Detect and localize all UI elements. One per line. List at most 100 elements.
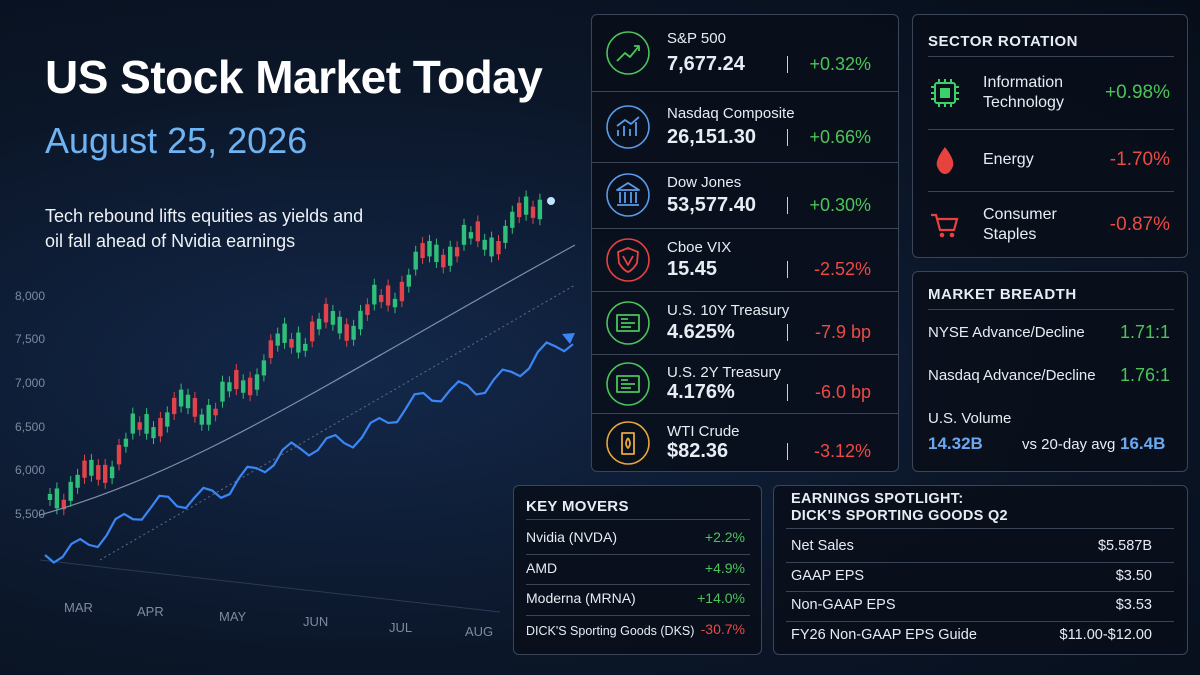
row-divider — [592, 91, 898, 92]
candle-body — [523, 196, 529, 215]
movers-panel: KEY MOVERS Nvidia (NVDA) +2.2% AMD +4.9% Mode… — [513, 485, 762, 655]
earnings-value: $5.587B — [1097, 538, 1152, 554]
earnings-label: Non-GAAP EPS — [791, 597, 896, 613]
candle-body — [434, 244, 439, 263]
candle-body — [496, 241, 501, 255]
trend-arrow — [562, 333, 575, 344]
candle-body — [385, 285, 391, 306]
index-change: -3.12% — [813, 440, 871, 461]
earnings-label: Net Sales — [791, 538, 854, 554]
sector-icon — [936, 147, 954, 174]
icon-glyph — [616, 45, 640, 62]
candle-body — [289, 338, 294, 348]
candle-body — [130, 413, 135, 434]
candle-body — [503, 225, 508, 243]
x-axis-label: AUG — [465, 624, 494, 639]
y-axis-label: 5,500 — [15, 507, 46, 521]
candle-body — [510, 211, 515, 228]
y-axis-label: 6,000 — [15, 463, 46, 477]
mover-name: DICK'S Sporting Goods (DKS) — [526, 623, 695, 638]
icon-glyph — [616, 182, 640, 206]
volume-average: 16.4B — [1120, 434, 1166, 453]
index-icon — [606, 31, 650, 75]
title-divider — [526, 519, 750, 520]
row-divider — [592, 228, 898, 229]
volume-value: 14.32B — [928, 434, 983, 453]
candle-body — [254, 374, 260, 390]
candle-body — [351, 325, 356, 340]
candle-body — [89, 459, 94, 476]
earnings-label: FY26 Non-GAAP EPS Guide — [791, 626, 977, 643]
divider-bar — [787, 442, 788, 460]
average-curve — [39, 244, 576, 516]
candle-body — [151, 427, 156, 439]
candle-body — [282, 323, 287, 343]
volume-compare: vs 20-day avg — [1022, 436, 1116, 453]
index-name: U.S. 2Y Treasury — [667, 363, 781, 381]
candle-body — [234, 369, 239, 390]
index-value: 26,151.30 — [667, 125, 756, 148]
candle-body — [413, 251, 418, 270]
row-divider — [526, 553, 750, 555]
mover-name: AMD — [526, 559, 558, 576]
breadth-panel: MARKET BREADTH NYSE Advance/Decline 1.71:1… — [912, 271, 1188, 472]
index-value: $82.36 — [667, 439, 729, 462]
candle-body — [185, 394, 191, 409]
candle-body — [482, 239, 487, 250]
candle-body — [316, 318, 322, 330]
candle-body — [82, 460, 87, 478]
y-axis-label: 6,500 — [15, 420, 46, 434]
x-axis-label: JUL — [389, 620, 413, 635]
sector-name: Information — [983, 74, 1064, 91]
candle-body — [165, 412, 170, 427]
icon-glyph — [616, 374, 640, 393]
earnings-value: $3.50 — [1115, 567, 1152, 584]
candle-body — [68, 481, 73, 501]
index-icon — [606, 300, 650, 345]
panel-title: MARKET BREADTH — [928, 286, 1077, 303]
earnings-value: $11.00-$12.00 — [1059, 626, 1152, 643]
candle-body — [530, 206, 536, 218]
volume-label: U.S. Volume — [928, 410, 1012, 427]
x-axis-label: JUN — [303, 614, 329, 629]
row-divider — [592, 354, 898, 355]
panel-title: DICK'S SPORTING GOODS Q2 — [791, 508, 1008, 524]
icon-ring — [606, 31, 650, 75]
sector-change: +0.98% — [1105, 82, 1170, 103]
earnings-panel: EARNINGS SPOTLIGHT: DICK'S SPORTING GOODS… — [773, 485, 1188, 655]
candle-body — [123, 438, 129, 447]
icon-glyph — [616, 313, 640, 332]
candle-body — [372, 284, 377, 305]
candle-body — [213, 408, 218, 416]
candle-body — [275, 333, 280, 346]
breadth-value: 1.71:1 — [1119, 322, 1170, 342]
y-axis-label: 8,000 — [15, 289, 46, 303]
icon-ring — [606, 361, 650, 406]
divider-bar — [787, 128, 788, 146]
row-divider — [786, 561, 1174, 563]
y-axis-label: 7,500 — [15, 332, 46, 346]
icon-glyph — [616, 115, 640, 136]
candle-body — [399, 281, 405, 302]
divider-bar — [787, 196, 788, 214]
row-divider — [592, 291, 898, 292]
x-axis-label: MAY — [219, 609, 247, 624]
candle-body — [454, 247, 460, 257]
title: US Stock Market Today — [45, 51, 543, 103]
dotted-curve — [99, 284, 576, 561]
index-name: Nasdaq Composite — [667, 104, 795, 122]
subtitle: Tech rebound lifts equities as yields an… — [45, 206, 364, 226]
index-value: 7,677.24 — [667, 53, 745, 76]
index-change: -7.9 bp — [814, 321, 871, 342]
row-divider — [786, 620, 1174, 622]
index-name: WTI Crude — [667, 422, 740, 440]
candle-body — [75, 474, 80, 488]
row-divider — [526, 614, 750, 616]
candle-body — [379, 294, 384, 303]
candle-body — [178, 389, 184, 407]
candle-body — [365, 304, 370, 315]
divider-bar — [787, 56, 788, 74]
mover-change: +4.9% — [704, 559, 745, 576]
candle-body — [461, 224, 467, 245]
